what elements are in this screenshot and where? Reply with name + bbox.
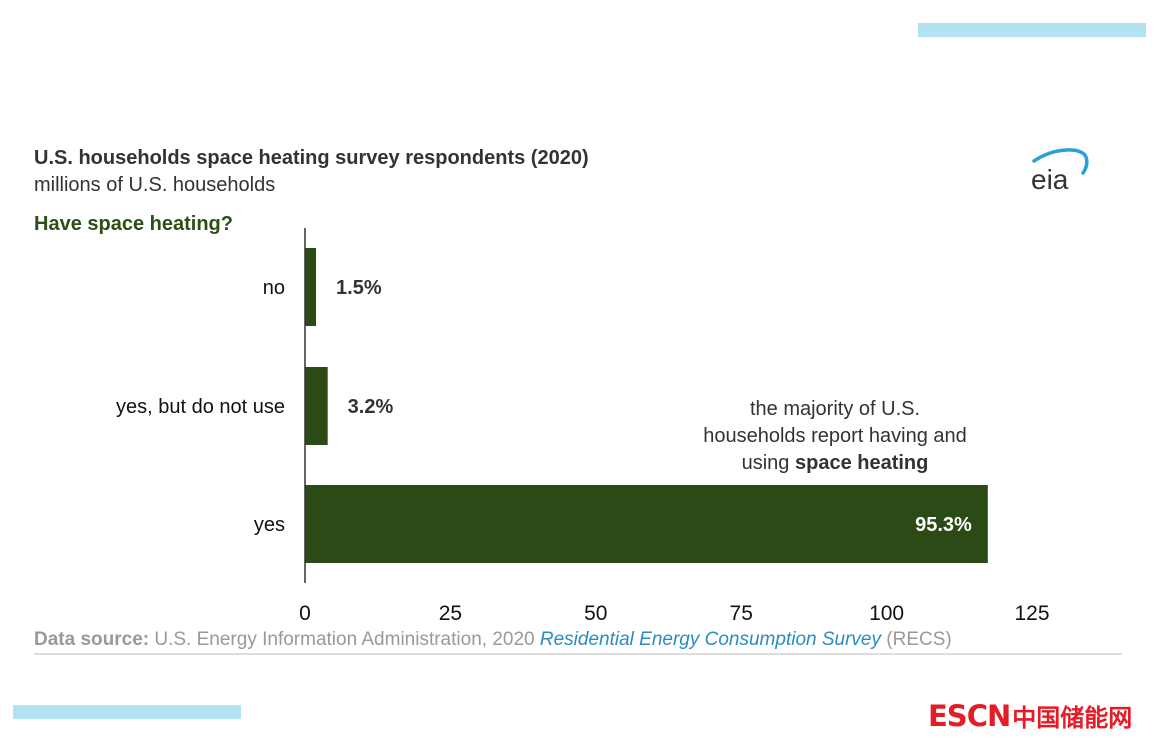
annotation-line-1: the majority of U.S. (750, 398, 920, 420)
annotation-line-2: households report having and (703, 425, 967, 447)
recs-link[interactable]: Residential Energy Consumption Survey (539, 629, 881, 650)
x-tick-label: 100 (869, 602, 904, 625)
decorative-top-bar (918, 23, 1146, 37)
category-label: no (263, 277, 285, 299)
x-tick-label: 50 (584, 602, 607, 625)
annotation-line-3-bold: space heating (795, 452, 928, 474)
x-tick-label: 75 (730, 602, 753, 625)
category-label: yes (254, 514, 285, 536)
axis-question-label: Have space heating? (34, 213, 233, 235)
data-label: 1.5% (336, 277, 382, 299)
data-source: Data source: U.S. Energy Information Adm… (34, 629, 952, 651)
bar-no (305, 248, 317, 326)
bars-layer: no 1.5% yes, but do not use 3.2% yes 95.3% (116, 248, 988, 563)
eia-logo: eia (1031, 148, 1089, 195)
bar-yes (305, 485, 988, 563)
category-label: yes, but do not use (116, 396, 285, 418)
eia-logo-swoosh-icon (1032, 148, 1089, 175)
escn-logo: ESCN中国储能网 (928, 698, 1132, 733)
data-source-suffix: (RECS) (881, 629, 952, 650)
annotation-line-3: using space heating (742, 452, 929, 474)
x-tick-label: 0 (299, 602, 311, 625)
data-source-text: U.S. Energy Information Administration, … (149, 629, 540, 650)
x-tick-label: 25 (439, 602, 462, 625)
data-source-label: Data source: (34, 629, 150, 650)
bar-yes-but-do-not-use (305, 367, 328, 445)
source-divider (34, 653, 1122, 655)
x-axis-ticks: 0 25 50 75 100 125 (299, 602, 1049, 625)
chart-subtitle: millions of U.S. households (34, 174, 276, 196)
chart-title: U.S. households space heating survey res… (34, 147, 589, 169)
eia-logo-text: eia (1031, 164, 1069, 195)
x-tick-label: 125 (1014, 602, 1049, 625)
annotation: the majority of U.S. households report h… (703, 398, 967, 474)
data-label: 3.2% (348, 396, 394, 418)
annotation-line-3-prefix: using (742, 452, 795, 474)
escn-logo-en: ESCN (928, 699, 1011, 733)
escn-logo-cn: 中国储能网 (1012, 705, 1133, 732)
decorative-bottom-bar (13, 705, 241, 719)
data-label: 95.3% (915, 514, 972, 536)
